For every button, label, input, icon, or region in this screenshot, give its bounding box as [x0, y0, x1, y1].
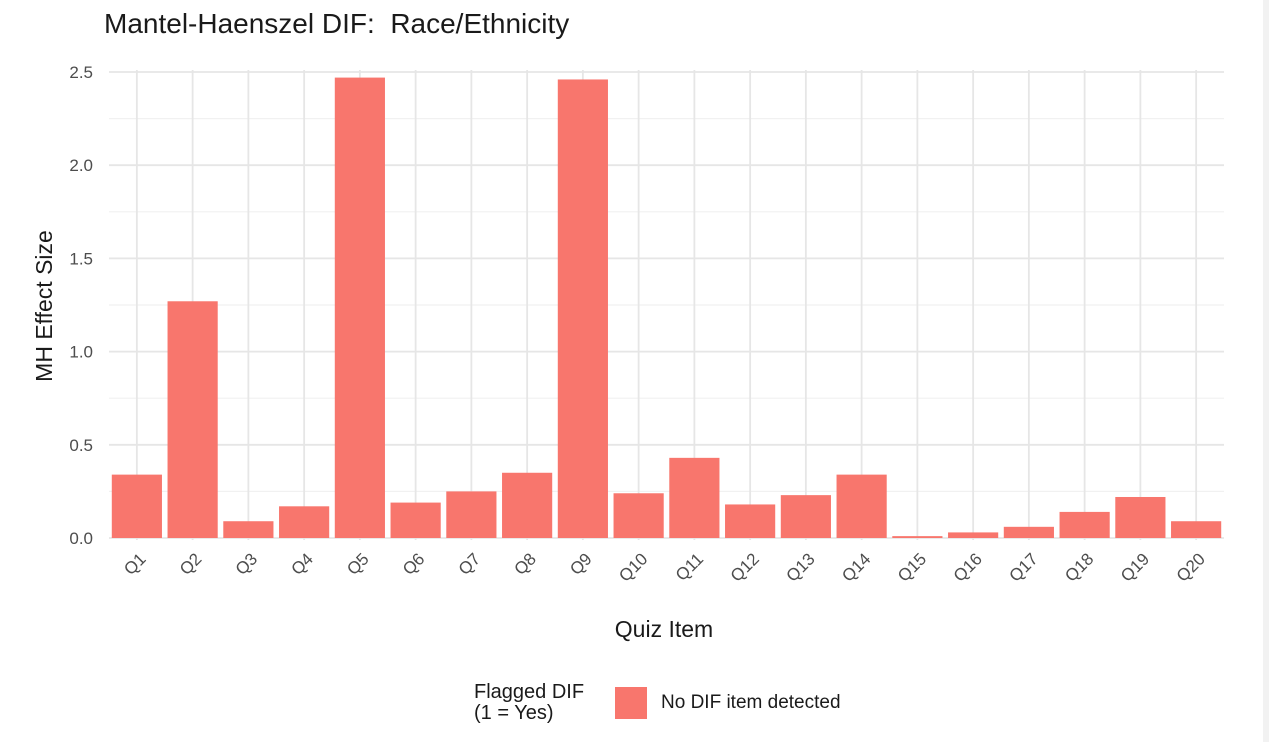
x-tick-label: Q3 [232, 549, 261, 578]
bar-q8 [502, 472, 553, 538]
window-edge [1263, 0, 1269, 742]
bar-q3 [223, 521, 274, 538]
x-tick-label: Q19 [1117, 549, 1153, 585]
x-tick-label: Q1 [120, 549, 149, 578]
bar-q14 [836, 474, 887, 538]
minor-gridlines [109, 117, 1224, 492]
legend-title-line2: (1 = Yes) [474, 702, 554, 724]
x-tick-label: Q17 [1006, 549, 1042, 585]
bar-q6 [390, 502, 441, 538]
legend-label: No DIF item detected [661, 692, 841, 713]
x-tick-label: Q18 [1061, 549, 1097, 585]
bar-q15 [892, 536, 943, 538]
x-tick-label: Q12 [727, 549, 763, 585]
bar-q12 [725, 504, 776, 538]
y-tick-label: 0.0 [69, 529, 93, 548]
y-axis-label: MH Effect Size [31, 230, 57, 382]
x-tick-label: Q10 [615, 549, 651, 585]
x-tick-label: Q2 [176, 549, 205, 578]
y-tick-label: 2.5 [69, 63, 93, 82]
x-tick-label: Q6 [399, 549, 428, 578]
bar-q20 [1171, 521, 1222, 538]
bar-q13 [780, 495, 831, 538]
x-tick-label: Q4 [287, 549, 316, 578]
x-tick-label: Q11 [672, 549, 707, 584]
bar-q7 [446, 491, 497, 538]
bar-q5 [334, 77, 385, 538]
bar-chart: 0.0 0.5 1.0 1.5 2.0 2.5 Q1 Q2 Q3 Q4 Q5 Q6 Q7 Q8 Q9 Q10… [31, 63, 1224, 642]
x-axis-label: Quiz Item [615, 616, 713, 642]
bar-q16 [948, 532, 999, 538]
legend-title-line1: Flagged DIF [474, 681, 585, 703]
bar-q4 [279, 506, 330, 538]
bar-q1 [111, 474, 162, 538]
bar-q10 [613, 493, 664, 538]
bar-q18 [1059, 511, 1110, 538]
bar-q11 [669, 457, 720, 538]
bar-q9 [557, 79, 608, 539]
x-tick-label: Q8 [510, 549, 539, 578]
x-tick-label: Q7 [455, 549, 484, 578]
bars [111, 77, 1222, 539]
x-tick-label: Q16 [950, 549, 986, 585]
x-tick-label: Q15 [894, 549, 930, 585]
x-tick-label: Q5 [343, 549, 372, 578]
legend-swatch [615, 687, 647, 719]
x-tick-label: Q20 [1173, 549, 1209, 585]
x-tick-label: Q9 [566, 549, 595, 578]
y-tick-label: 2.0 [69, 156, 93, 175]
chart-title: Mantel-Haenszel DIF: Race/Ethnicity [104, 8, 570, 39]
x-tick-label: Q14 [838, 549, 874, 585]
bar-q19 [1115, 496, 1166, 538]
x-tick-label: Q13 [783, 549, 819, 585]
bar-q2 [167, 301, 218, 538]
y-tick-labels: 0.0 0.5 1.0 1.5 2.0 2.5 [69, 63, 93, 548]
x-tick-labels: Q1 Q2 Q3 Q4 Q5 Q6 Q7 Q8 Q9 Q10 Q11 Q12 Q13 Q14 Q15 Q16 Q… [120, 549, 1209, 585]
y-tick-label: 1.5 [69, 249, 93, 268]
y-tick-label: 0.5 [69, 436, 93, 455]
legend: Flagged DIF (1 = Yes) No DIF item detect… [474, 682, 841, 724]
bar-q17 [1003, 526, 1054, 538]
legend-title: Flagged DIF (1 = Yes) [474, 682, 609, 724]
y-tick-label: 1.0 [69, 343, 93, 362]
